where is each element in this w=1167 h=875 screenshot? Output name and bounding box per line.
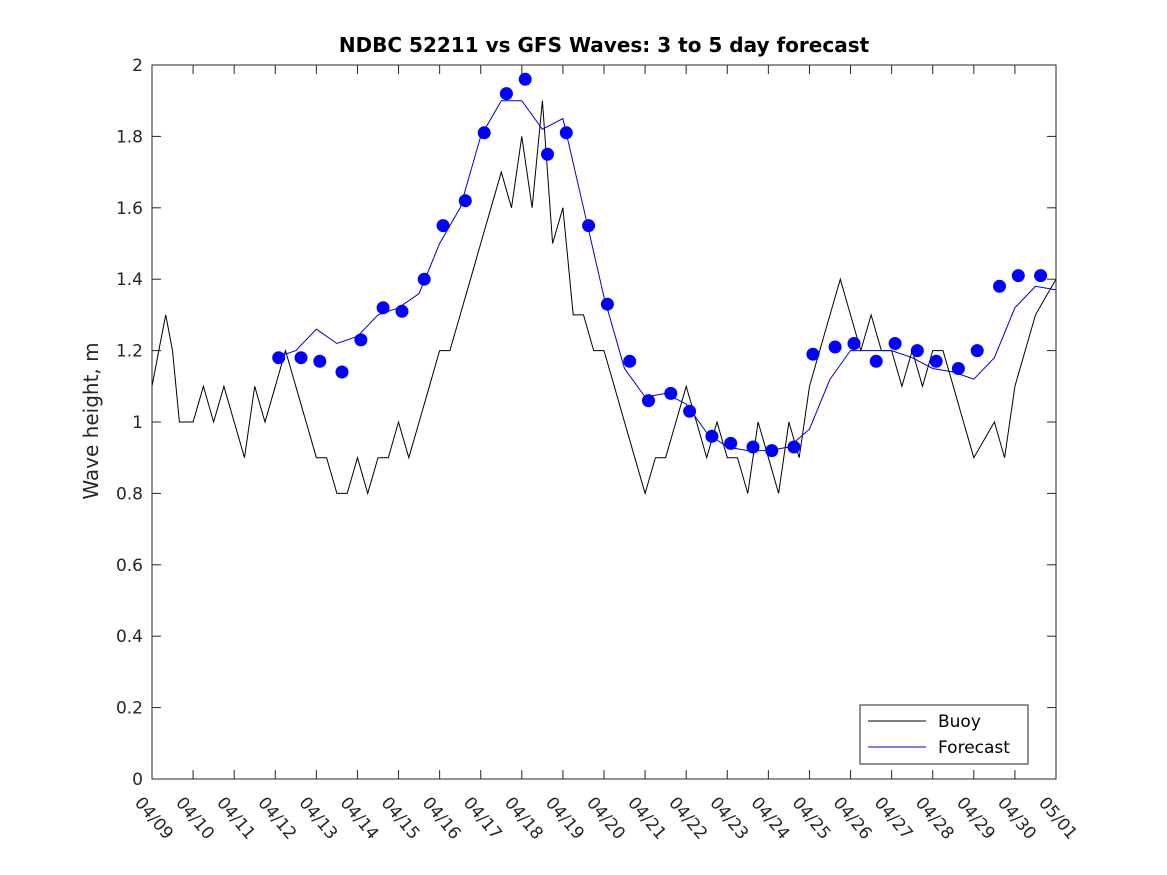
chart-title: NDBC 52211 vs GFS Waves: 3 to 5 day fore…	[339, 33, 870, 57]
legend-label-forecast: Forecast	[938, 738, 1010, 758]
y-tick-label-5: 1	[132, 413, 143, 433]
forecast-marker-0	[272, 351, 286, 365]
forecast-marker-27	[828, 340, 842, 354]
forecast-marker-5	[376, 301, 390, 315]
legend: Buoy Forecast	[859, 704, 1029, 765]
forecast-marker-22	[724, 436, 738, 450]
forecast-marker-4	[354, 333, 368, 347]
forecast-marker-13	[541, 147, 554, 161]
forecast-marker-37	[1034, 269, 1048, 283]
y-tick-label-7: 1.4	[116, 270, 143, 290]
forecast-marker-10	[477, 126, 491, 140]
forecast-marker-9	[458, 194, 472, 208]
forecast-marker-21	[705, 429, 719, 443]
forecast-marker-23	[746, 440, 760, 454]
legend-label-buoy: Buoy	[938, 712, 981, 732]
forecast-marker-16	[600, 297, 614, 311]
forecast-marker-3	[335, 365, 349, 379]
forecast-marker-33	[951, 362, 965, 375]
plot-series	[151, 72, 1057, 496]
y-tick-label-6: 1.2	[116, 342, 143, 362]
forecast-marker-34	[970, 344, 984, 358]
y-tick-label-9: 1.8	[116, 127, 143, 147]
forecast-marker-14	[559, 126, 573, 140]
forecast-marker-24	[765, 444, 779, 458]
forecast-marker-1	[294, 351, 308, 365]
forecast-marker-18	[642, 394, 655, 408]
y-tick-label-8: 1.6	[116, 199, 143, 219]
y-tick-label-1: 0.2	[116, 699, 143, 719]
forecast-marker-35	[993, 279, 1006, 293]
forecast-marker-19	[664, 386, 678, 400]
forecast-marker-17	[623, 354, 637, 368]
y-tick-label-10: 2	[132, 56, 143, 76]
forecast-marker-6	[395, 304, 409, 318]
forecast-marker-11	[499, 87, 513, 101]
forecast-marker-8	[436, 219, 450, 233]
y-tick-label-0: 0	[132, 770, 143, 790]
forecast-marker-36	[1011, 269, 1025, 283]
forecast-marker-28	[847, 337, 861, 350]
forecast-marker-25	[787, 440, 801, 454]
y-tick-label-3: 0.6	[116, 556, 143, 576]
forecast-marker-30	[888, 337, 902, 350]
forecast-marker-20	[683, 404, 697, 418]
y-tick-label-2: 0.4	[116, 627, 143, 647]
forecast-marker-31	[910, 344, 924, 358]
y-tick-label-4: 0.8	[116, 484, 143, 504]
forecast-marker-26	[806, 347, 820, 361]
y-axis-ticks: 0 0.2 0.4 0.6 0.8 1 1.2 1.4 1.6 1.8 2	[116, 56, 1056, 790]
forecast-marker-7	[417, 272, 431, 286]
legend-box	[859, 704, 1029, 765]
forecast-marker-15	[582, 219, 596, 233]
forecast-marker-32	[929, 354, 943, 368]
forecast-marker-2	[313, 354, 327, 368]
series-line-buoy	[151, 100, 1057, 496]
forecast-marker-29	[869, 354, 883, 368]
forecast-marker-12	[518, 72, 532, 86]
y-axis-label: Wave height, m	[79, 342, 103, 499]
